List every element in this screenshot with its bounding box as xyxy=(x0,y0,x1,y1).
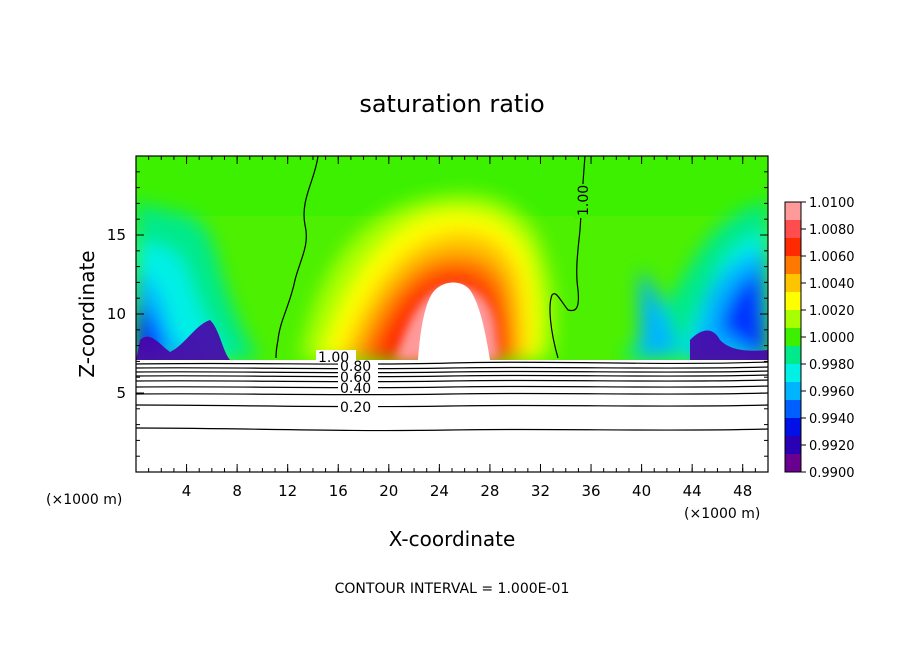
contour-line-7 xyxy=(136,392,768,396)
colorbar-swatch xyxy=(785,238,801,257)
colorbar-ticks xyxy=(801,201,806,473)
colorbar-swatch xyxy=(785,400,801,419)
x-tick-label: 24 xyxy=(430,482,449,500)
x-tick-label: 48 xyxy=(733,482,752,500)
contour-line-9 xyxy=(136,427,768,432)
contour-label-2: 0.80 xyxy=(340,359,371,375)
colorbar-label: 1.0000 xyxy=(809,331,855,346)
field-right-cool xyxy=(620,200,768,360)
x-tick-label: 12 xyxy=(278,482,297,500)
y-tick-label: 10 xyxy=(107,305,126,323)
colorbar-label: 0.9960 xyxy=(809,385,855,400)
field-lower-white xyxy=(136,360,768,472)
colorbar-swatch xyxy=(785,454,801,473)
colorbar-swatch xyxy=(785,382,801,401)
colorbar-swatch xyxy=(785,202,801,221)
contour-line-2 xyxy=(136,366,768,370)
x-axis-label: X-coordinate xyxy=(389,527,516,551)
field-left-dip xyxy=(136,320,230,360)
colorbar-blocks xyxy=(785,202,801,473)
x-tick-label: 40 xyxy=(632,482,651,500)
x-tick-label: 28 xyxy=(480,482,499,500)
contour-line-6 xyxy=(136,385,768,389)
y-axis-label: Z-coordinate xyxy=(75,250,99,377)
contour-label-5: 0.20 xyxy=(340,400,371,416)
y-tick-label: 15 xyxy=(107,226,126,244)
colorbar-swatch xyxy=(785,418,801,437)
colorbar: 1.0100 1.0080 1.0060 1.0040 1.0020 1.0000 0.99… xyxy=(784,196,855,481)
colorbar-label: 0.9900 xyxy=(809,466,855,481)
contour-label-4: 0.40 xyxy=(340,381,371,397)
x-unit-right: (×1000 m) xyxy=(684,506,760,522)
contour-line-4 xyxy=(136,374,768,378)
x-tick-label: 32 xyxy=(531,482,550,500)
x-tick-label: 20 xyxy=(379,482,398,500)
colorbar-label: 0.9940 xyxy=(809,412,855,427)
contour-line-5 xyxy=(136,379,768,383)
colorbar-label: 1.0020 xyxy=(809,304,855,319)
colorbar-label: 0.9920 xyxy=(809,439,855,454)
contour-lines xyxy=(136,156,768,432)
x-axis-tick-labels: 4 8 12 16 20 24 28 32 36 40 44 48 xyxy=(182,482,752,500)
colorbar-swatch xyxy=(785,220,801,239)
colorbar-labels: 1.0100 1.0080 1.0060 1.0040 1.0020 1.0000 0.99… xyxy=(809,196,855,481)
contour-interval-footer: CONTOUR INTERVAL = 1.000E-01 xyxy=(335,581,570,597)
contour-line-1 xyxy=(136,361,768,365)
chart-title: saturation ratio xyxy=(359,90,544,118)
colorbar-label: 1.0060 xyxy=(809,250,855,265)
colorbar-label: 1.0040 xyxy=(809,277,855,292)
x-tick-label: 36 xyxy=(581,482,600,500)
contour-line-8 xyxy=(136,404,768,408)
colorbar-swatch xyxy=(785,328,801,347)
field-right-dip xyxy=(690,330,768,360)
x-tick-label: 4 xyxy=(182,482,192,500)
colorbar-label: 1.0080 xyxy=(809,223,855,238)
x-axis-ticks xyxy=(148,156,756,472)
colorbar-swatch xyxy=(785,346,801,365)
colorbar-swatch xyxy=(785,274,801,293)
contour-line-1.00-left xyxy=(275,156,319,359)
y-axis-ticks xyxy=(136,171,768,457)
x-tick-label: 8 xyxy=(232,482,242,500)
x-tick-label: 16 xyxy=(329,482,348,500)
colorbar-swatch xyxy=(785,292,801,311)
field-white-core xyxy=(418,282,490,360)
contour-field xyxy=(136,156,768,472)
colorbar-swatch xyxy=(785,364,801,383)
y-tick-label: 5 xyxy=(116,384,126,402)
contour-line-3 xyxy=(136,370,768,374)
contour-label-6: 1.00 xyxy=(576,185,592,216)
colorbar-swatch xyxy=(785,256,801,275)
contour-label-3: 0.60 xyxy=(340,370,371,386)
colorbar-label: 1.0100 xyxy=(809,196,855,211)
x-unit-left: (×1000 m) xyxy=(46,492,122,508)
colorbar-swatch xyxy=(785,436,801,455)
colorbar-swatch xyxy=(785,310,801,329)
colorbar-label: 0.9980 xyxy=(809,358,855,373)
x-tick-label: 44 xyxy=(683,482,702,500)
contour-labels: 1.00 0.80 0.60 0.40 0.20 1.00 xyxy=(316,184,592,416)
y-axis-tick-labels: 5 10 15 xyxy=(107,226,126,402)
